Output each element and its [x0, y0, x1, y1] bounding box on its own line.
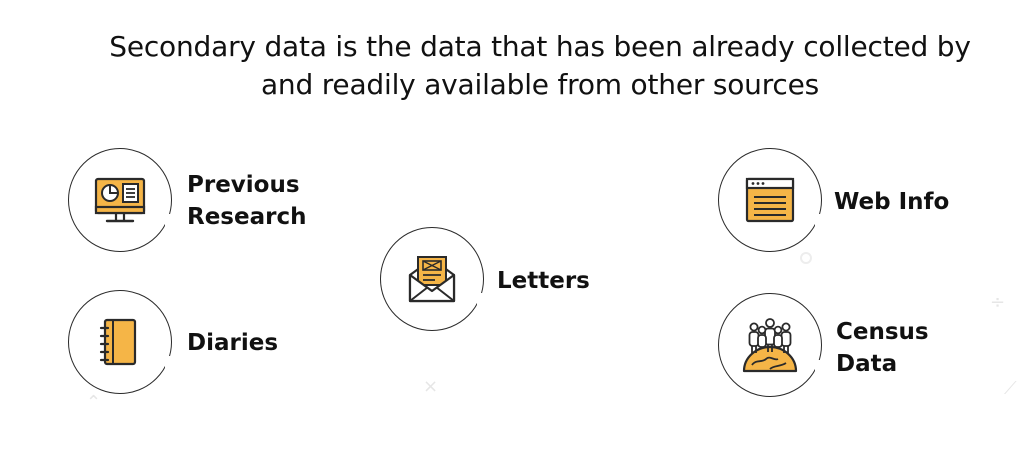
page-title: Secondary data is the data that has been…	[60, 28, 1020, 104]
browser-window-icon	[745, 177, 795, 223]
item-label-line-1: Census	[836, 319, 929, 345]
item-label-line-2: Research	[187, 204, 307, 230]
item-label: Diaries	[187, 327, 278, 359]
decor-mark: ⌃	[86, 392, 102, 413]
monitor-report-icon	[94, 177, 146, 223]
decor-mark: ⟋	[1004, 378, 1017, 399]
notebook-icon	[99, 318, 137, 366]
decor-mark: ×	[423, 376, 439, 397]
envelope-letter-icon	[408, 256, 456, 303]
icon-circle	[68, 148, 172, 252]
item-label: Census Data	[836, 316, 929, 380]
item-label: Letters	[497, 265, 590, 297]
item-label-line-1: Web Info	[834, 189, 950, 215]
icon-circle	[718, 148, 822, 252]
icon-circle	[68, 290, 172, 394]
icon-circle	[380, 227, 484, 331]
item-label: Web Info	[834, 186, 949, 218]
item-label-line-2: Data	[836, 351, 898, 377]
title-line-2: and readily available from other sources	[260, 68, 820, 101]
item-label-line-1: Previous	[187, 172, 300, 198]
decor-mark: ÷	[990, 292, 1006, 313]
icon-circle	[718, 293, 822, 397]
decor-ring	[800, 252, 812, 264]
title-line-1: Secondary data is the data that has been…	[109, 30, 971, 63]
item-label: Previous Research	[187, 169, 306, 233]
people-globe-icon	[742, 318, 798, 373]
item-label-line-1: Diaries	[187, 330, 279, 356]
item-label-line-1: Letters	[497, 268, 590, 294]
